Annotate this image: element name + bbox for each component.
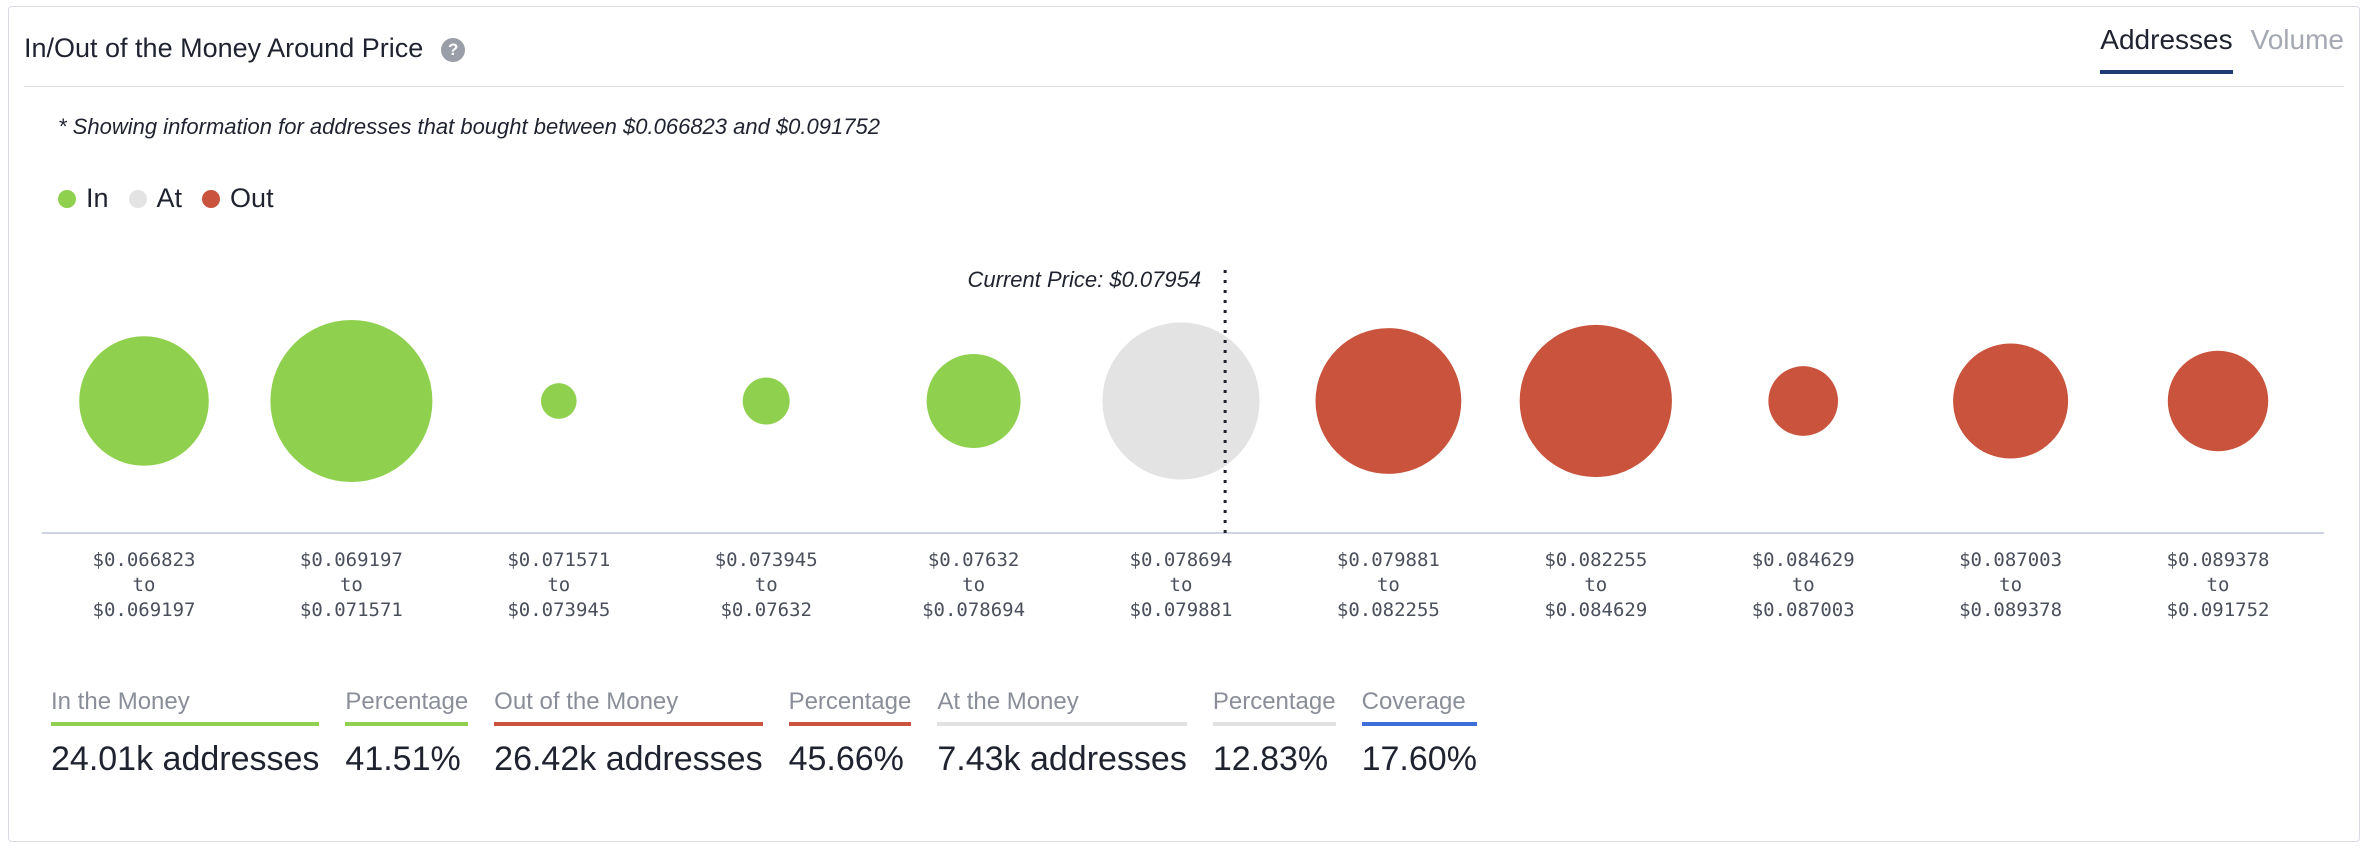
legend-label-in: In xyxy=(86,183,109,213)
stat-value: 17.60% xyxy=(1361,740,1477,778)
view-tabs: Addresses Volume xyxy=(2100,24,2344,74)
bubble-in[interactable] xyxy=(540,383,577,419)
bubble-out[interactable] xyxy=(1768,366,1839,436)
legend-item-in[interactable]: In xyxy=(58,183,109,214)
legend-label-at: At xyxy=(156,183,183,213)
bubble-out[interactable] xyxy=(2167,350,2269,452)
tick-label-from: $0.07632 xyxy=(928,549,1020,571)
tick-label-to-word: to xyxy=(755,574,778,596)
legend-item-at[interactable]: At xyxy=(128,183,183,214)
header-divider xyxy=(24,86,2344,87)
tick-label-to: $0.069197 xyxy=(93,599,196,621)
stat-in-the-money: In the Money 24.01k addresses xyxy=(51,688,320,779)
stat-value: 12.83% xyxy=(1212,740,1329,778)
stats-row: In the Money 24.01k addresses Percentage… xyxy=(51,688,1503,779)
stat-value: 26.42k addresses xyxy=(494,740,763,778)
tick-label-to: $0.082255 xyxy=(1337,599,1440,621)
tick-label-to-word: to xyxy=(547,574,570,596)
tick-label-from: $0.071571 xyxy=(507,549,610,571)
tick-label-to-word: to xyxy=(1792,574,1815,596)
legend-dot-at xyxy=(128,189,147,208)
tab-addresses[interactable]: Addresses xyxy=(2100,24,2233,74)
stat-at-the-money: At the Money 7.43k addresses xyxy=(937,688,1187,779)
bubble-out[interactable] xyxy=(1953,343,2069,459)
tick-label-to: $0.073945 xyxy=(507,599,610,621)
tick-label-to-word: to xyxy=(340,574,363,596)
tick-label-to: $0.071571 xyxy=(300,599,403,621)
tick-label-from: $0.069197 xyxy=(300,549,403,571)
tick-label-to-word: to xyxy=(1170,574,1193,596)
tick-label-to: $0.089378 xyxy=(1959,599,2062,621)
tick-label-to-word: to xyxy=(133,574,156,596)
stat-label: Percentage xyxy=(1212,688,1336,726)
stat-label: Coverage xyxy=(1361,688,1477,726)
tick-label-to-word: to xyxy=(1377,574,1400,596)
stat-out-percentage: Percentage 45.66% xyxy=(788,688,912,779)
tick-label-to: $0.078694 xyxy=(922,599,1025,621)
tick-label-to-word: to xyxy=(1999,574,2022,596)
tick-label-from: $0.087003 xyxy=(1959,549,2062,571)
widget-title: In/Out of the Money Around Price xyxy=(24,32,424,63)
tick-label-to: $0.087003 xyxy=(1752,599,1855,621)
legend-label-out: Out xyxy=(230,183,274,213)
tab-volume[interactable]: Volume xyxy=(2250,24,2344,55)
bubble-at[interactable] xyxy=(1102,322,1260,480)
tick-label-to: $0.091752 xyxy=(2167,599,2270,621)
stat-label: In the Money xyxy=(51,688,320,726)
tick-label-from: $0.084629 xyxy=(1752,549,1855,571)
current-price-label: Current Price: $0.07954 xyxy=(968,267,1202,292)
tick-label-from: $0.082255 xyxy=(1544,549,1647,571)
stat-coverage: Coverage 17.60% xyxy=(1361,688,1477,779)
bubble-in[interactable] xyxy=(270,320,433,482)
legend-dot-in xyxy=(58,189,76,208)
stat-in-percentage: Percentage 41.51% xyxy=(345,688,469,779)
stat-value: 45.66% xyxy=(788,740,904,778)
bubble-out[interactable] xyxy=(1315,328,1462,474)
tick-label-to-word: to xyxy=(2207,574,2230,596)
chart-legend: In At Out xyxy=(58,183,294,214)
stat-label: At the Money xyxy=(937,688,1187,726)
tick-label-to: $0.07632 xyxy=(720,599,812,621)
widget-header: In/Out of the Money Around Price ? xyxy=(24,28,466,68)
tick-label-from: $0.073945 xyxy=(715,549,818,571)
stat-value: 7.43k addresses xyxy=(937,740,1187,778)
stat-label: Percentage xyxy=(788,688,912,726)
range-note: * Showing information for addresses that… xyxy=(58,114,880,139)
question-circle-icon[interactable]: ? xyxy=(441,38,466,62)
stat-label: Percentage xyxy=(345,688,469,726)
stat-value: 24.01k addresses xyxy=(51,740,320,778)
tick-label-from: $0.078694 xyxy=(1130,549,1233,571)
bubble-chart: $0.066823 to $0.069197 $0.069197 to $0.071571… xyxy=(42,267,2324,621)
bubble-in[interactable] xyxy=(79,336,209,466)
bubble-in[interactable] xyxy=(926,354,1021,448)
tick-label-from: $0.079881 xyxy=(1337,549,1440,571)
legend-item-out[interactable]: Out xyxy=(202,183,274,214)
stat-at-percentage: Percentage 12.83% xyxy=(1212,688,1336,779)
stat-out-of-the-money: Out of the Money 26.42k addresses xyxy=(494,688,763,779)
bubble-out[interactable] xyxy=(1519,324,1672,478)
stat-label: Out of the Money xyxy=(494,688,763,726)
tick-label-from: $0.066823 xyxy=(93,549,196,571)
tick-label-to-word: to xyxy=(1584,574,1607,596)
tick-label-to-word: to xyxy=(962,574,985,596)
bubble-in[interactable] xyxy=(742,377,790,425)
tick-label-from: $0.089378 xyxy=(2167,549,2270,571)
tick-label-to: $0.084629 xyxy=(1544,599,1647,621)
stat-value: 41.51% xyxy=(345,740,461,778)
legend-dot-out xyxy=(202,189,221,208)
tick-label-to: $0.079881 xyxy=(1130,599,1233,621)
